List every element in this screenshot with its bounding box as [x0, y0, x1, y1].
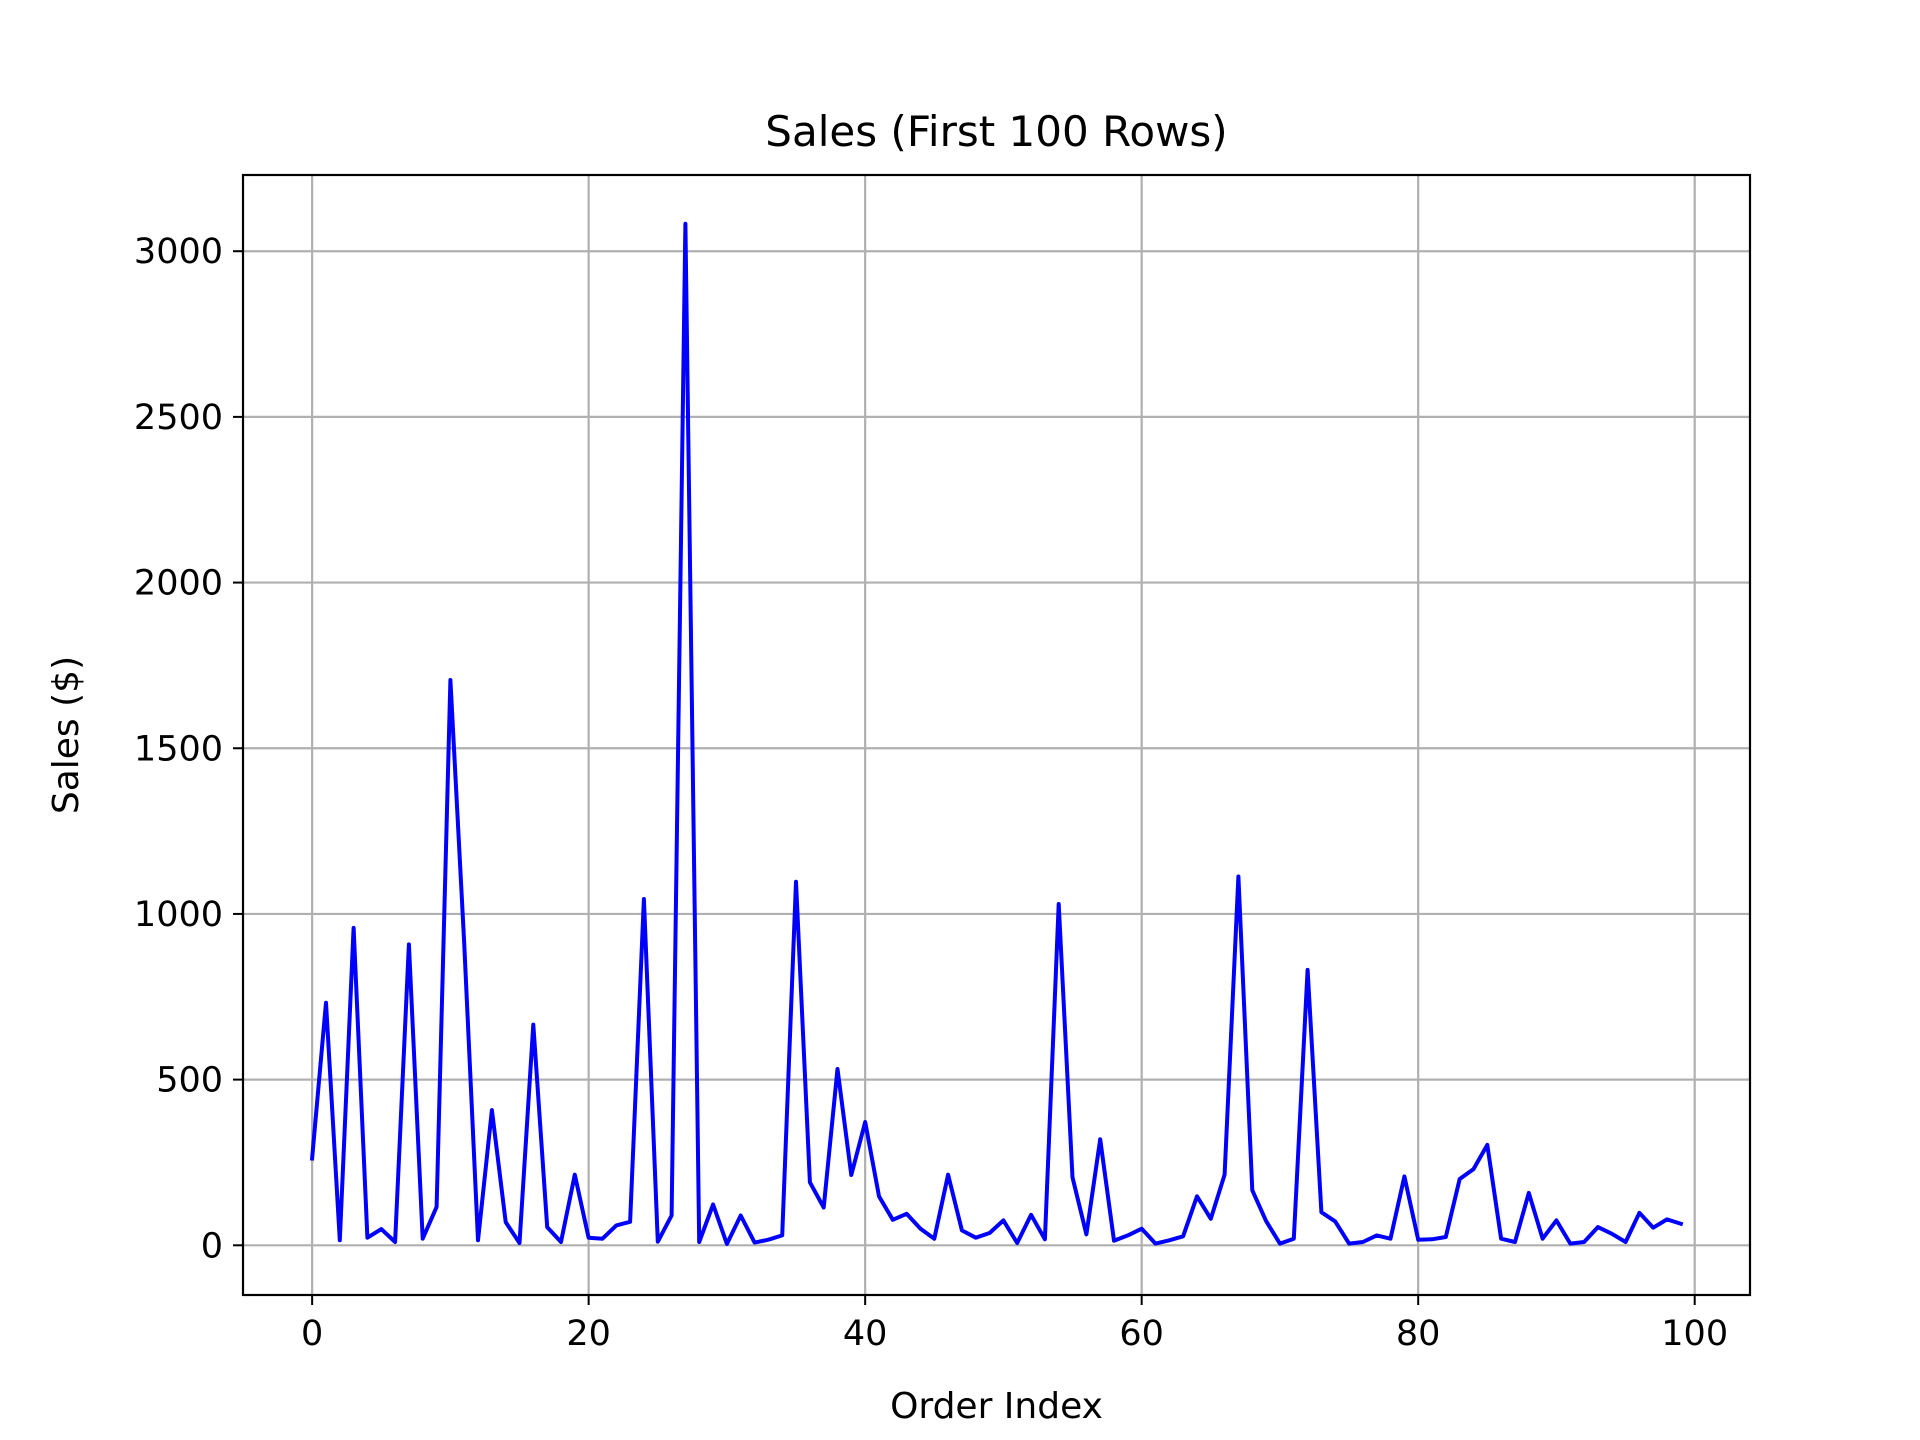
y-axis-label: Sales ($) — [46, 656, 87, 814]
y-tick-label: 2500 — [134, 398, 223, 438]
x-axis-label: Order Index — [890, 1386, 1103, 1427]
x-tick-label: 60 — [1119, 1314, 1164, 1354]
x-tick-label: 0 — [301, 1314, 323, 1354]
chart-title: Sales (First 100 Rows) — [765, 107, 1227, 156]
x-tick-label: 80 — [1396, 1314, 1441, 1354]
x-tick-label: 20 — [566, 1314, 611, 1354]
x-tick-label: 100 — [1661, 1314, 1728, 1354]
sales-series-line — [309, 221, 1684, 1246]
series — [309, 221, 1684, 1246]
x-tick-label: 40 — [843, 1314, 888, 1354]
y-tick-label: 1500 — [134, 729, 223, 769]
grid — [243, 175, 1750, 1295]
y-tick-label: 3000 — [134, 232, 223, 272]
y-tick-label: 0 — [201, 1226, 223, 1266]
y-tick-label: 1000 — [134, 895, 223, 935]
y-tick-label: 2000 — [134, 564, 223, 604]
plot-frame — [241, 173, 1752, 1297]
y-tick-label: 500 — [156, 1061, 223, 1101]
